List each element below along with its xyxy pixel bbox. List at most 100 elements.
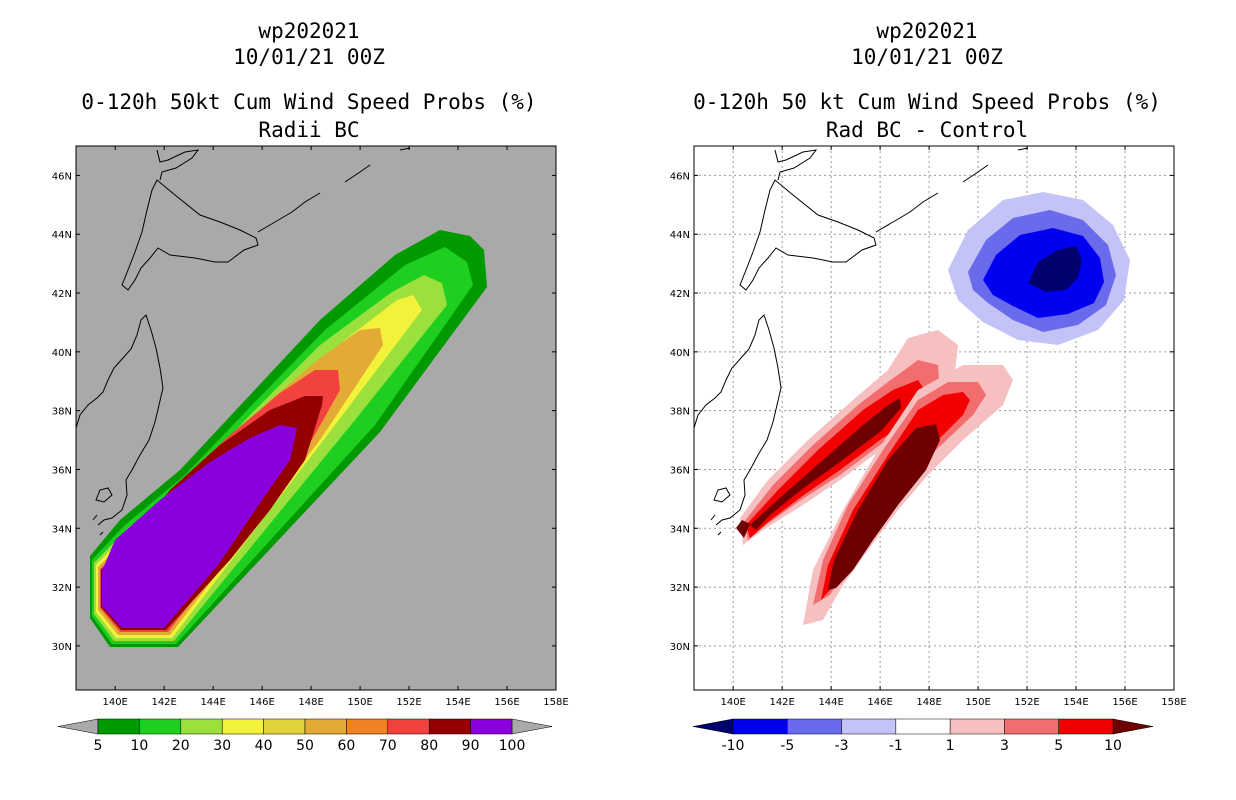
coastline-sakhalin-tip [156,149,200,181]
colorbar-swatch [949,718,1005,735]
lon-label: 156E [1112,697,1137,708]
lat-label: 30N [670,642,690,653]
probability-swath [90,230,487,647]
right-panel: wp202021 10/01/21 00Z 0-120h 50 kt Cum W… [618,0,1236,800]
colorbar-swatch [428,718,471,735]
lon-label: 148E [916,697,941,708]
colorbar-swatch [732,718,788,735]
colorbar-label: 5 [1054,738,1063,754]
colorbar-label: 3 [1000,738,1009,754]
colorbar-swatch [346,718,389,735]
colorbar-swatch [841,718,897,735]
left-map: 140E 142E 144E 146E 148E 150E 152E 154E 156E 158E… [52,145,569,754]
colorbar-swatch [97,718,140,735]
colorbar-label: 70 [379,738,397,754]
colorbar-label: 20 [172,738,190,754]
contour-pos-10-a [750,398,901,530]
lat-label: 34N [52,524,72,535]
coastline-sakhalin-tip [774,149,818,181]
colorbar-label: 30 [213,738,231,754]
lon-label: 146E [249,697,274,708]
coastline-honshu [76,314,164,526]
colorbar-swatch [787,718,842,735]
lat-label: 38N [670,407,690,418]
lat-label: 40N [670,348,690,359]
colorbar-extend-low [692,718,734,735]
lat-label: 34N [670,524,690,535]
lat-label: 38N [52,407,72,418]
colorbar-label: 80 [420,738,438,754]
lat-label: 40N [52,348,72,359]
subtitle: Radii BC [258,118,360,142]
coastline-islands [92,487,113,536]
lon-label: 146E [867,697,892,708]
lon-label: 140E [720,697,745,708]
datetime-title: 10/01/21 00Z [233,45,385,69]
lat-label: 44N [670,230,690,241]
colorbar-label: -5 [780,738,794,754]
colorbar-label: 100 [499,738,526,754]
datetime-title: 10/01/21 00Z [851,45,1003,69]
colorbar-swatch [263,718,306,735]
product-title: 0-120h 50kt Cum Wind Speed Probs (%) [81,90,537,114]
axis-ticks: 140E 142E 144E 146E 148E 150E 152E 154E 156E 158E… [52,146,569,708]
lat-label: 42N [670,289,690,300]
lat-label: 36N [670,465,690,476]
colorbar-swatch [304,718,347,735]
storm-id-title: wp202021 [258,19,360,43]
colorbar: 5 10 20 30 40 50 60 70 80 90 100 [57,718,553,754]
lon-label: 140E [102,697,127,708]
lon-label: 148E [298,697,323,708]
coastline-kurils [875,147,1029,233]
coastline-islands [710,487,731,536]
coastline-hokkaido [739,179,877,291]
axis-ticks: 140E 142E 144E 146E 148E 150E 152E 154E 156E 158E… [670,146,1187,708]
coastline-kurils [257,147,411,233]
lat-label: 30N [52,642,72,653]
colorbar-label: 90 [462,738,480,754]
colorbar-label: 5 [94,738,103,754]
colorbar-swatch [387,718,430,735]
left-panel: wp202021 10/01/21 00Z 0-120h 50kt Cum Wi… [52,19,569,754]
contour-pos-10-b [828,424,940,590]
lon-label: 150E [347,697,372,708]
lon-label: 144E [818,697,843,708]
colorbar-swatch [1058,718,1114,735]
colorbar-swatch [221,718,264,735]
coastline-honshu [694,314,782,526]
colorbar-label: -3 [835,738,849,754]
colorbar-label: -1 [889,738,903,754]
lon-label: 142E [769,697,794,708]
colorbar-label: 10 [130,738,148,754]
right-map: 140E 142E 144E 146E 148E 150E 152E 154E 156E 158E… [670,145,1187,754]
storm-id-title: wp202021 [876,19,978,43]
subtitle: Rad BC - Control [825,118,1029,142]
lat-label: 46N [52,171,72,182]
contour-neg-10 [1028,246,1082,292]
lat-label: 42N [52,289,72,300]
lon-label: 154E [1063,697,1088,708]
lat-label: 32N [52,583,72,594]
lat-label: 44N [52,230,72,241]
map-frame [75,145,557,691]
contour-pos-10-tip [736,520,750,538]
colorbar-label: 40 [255,738,273,754]
lat-label: 46N [670,171,690,182]
colorbar-swatch [139,718,182,735]
colorbar-extend-high [1112,718,1154,735]
lat-label: 36N [52,465,72,476]
colorbar-label: 60 [337,738,355,754]
lon-label: 152E [396,697,421,708]
colorbar-swatch [470,718,513,735]
colorbar: -10 -5 -3 -1 1 3 5 10 [692,718,1154,754]
coastline-group [694,147,1029,536]
colorbar-swatch [180,718,223,735]
colorbar-label: 1 [946,738,955,754]
lon-label: 152E [1014,697,1039,708]
lon-label: 158E [543,697,568,708]
lon-label: 142E [151,697,176,708]
colorbar-label: 10 [1104,738,1122,754]
map-frame [693,145,1175,691]
product-title: 0-120h 50 kt Cum Wind Speed Probs (%) [693,90,1161,114]
colorbar-label: -10 [722,738,745,754]
